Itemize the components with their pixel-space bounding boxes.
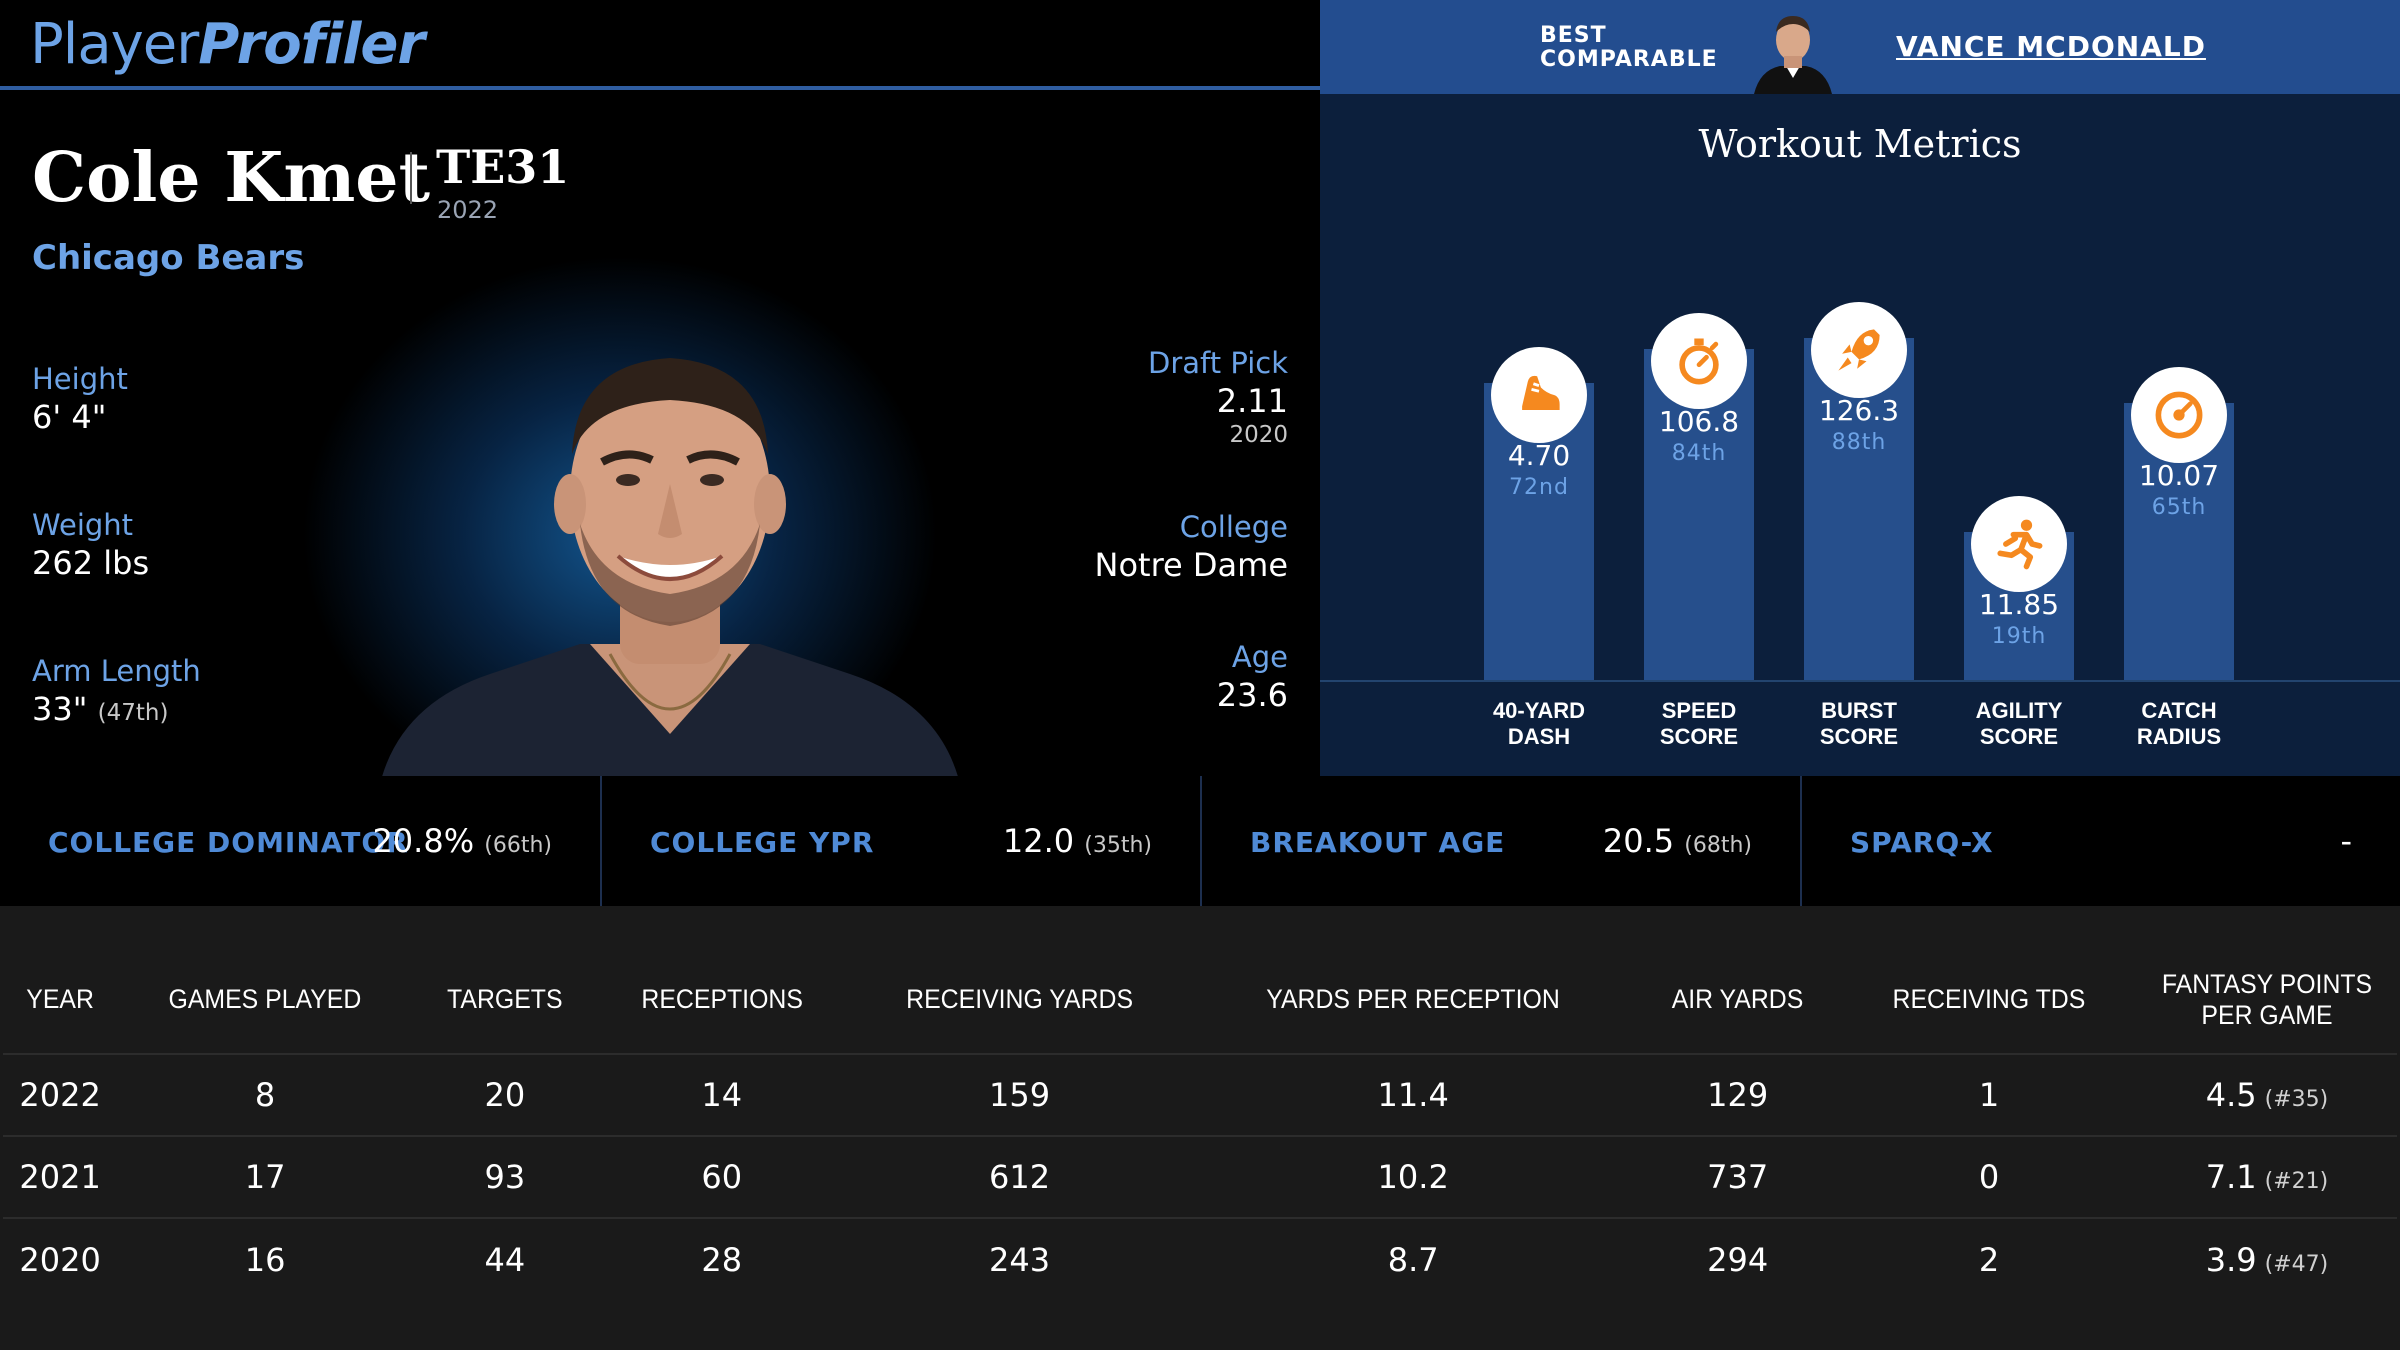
college-stat: College Notre Dame xyxy=(1094,510,1288,584)
college-metrics-strip: COLLEGE DOMINATOR 20.8% (66th) COLLEGE Y… xyxy=(0,776,2400,906)
player-portrait xyxy=(382,358,958,776)
col-receptions[interactable]: RECEPTIONS xyxy=(606,946,837,1055)
logo-bar: PlayerProfiler xyxy=(0,0,1320,90)
workout-bar-label-line1: BURST xyxy=(1821,698,1897,723)
name-divider xyxy=(410,152,412,204)
workout-bar-value: 126.3 xyxy=(1818,394,1900,427)
season-stats-section: YEAR GAMES PLAYED TARGETS RECEPTIONS REC… xyxy=(0,906,2400,1350)
logo-text-player: Player xyxy=(30,12,199,77)
col-targets[interactable]: TARGETS xyxy=(420,946,590,1055)
position-rank-year: 2022 xyxy=(437,196,499,224)
workout-bar-value: 10.07 xyxy=(2138,459,2220,492)
col-games-played[interactable]: GAMES PLAYED xyxy=(129,946,402,1055)
height-stat: Height 6' 4" xyxy=(32,362,128,436)
metric-sparq-x: SPARQ-X - xyxy=(1800,776,2400,906)
col-receiving-yards[interactable]: RECEIVING YARDS xyxy=(860,946,1179,1055)
table-row: 2021 17 93 60 612 10.2 737 0 7.1 (#21) xyxy=(3,1136,2397,1219)
draft-pick-stat: Draft Pick 2.11 2020 xyxy=(1148,346,1288,448)
logo-text-profiler: Profiler xyxy=(198,12,425,77)
target-icon xyxy=(2131,367,2227,463)
comparable-player-link[interactable]: VANCE MCDONALD xyxy=(1896,30,2206,63)
workout-bar-label: SPEED SCORE xyxy=(1619,698,1779,750)
age-stat: Age 23.6 xyxy=(1216,640,1288,714)
workout-bar-value: 11.85 xyxy=(1978,588,2060,621)
workout-bar-label-line2: SCORE xyxy=(1659,724,1739,749)
metric-breakout-age: BREAKOUT AGE 20.5 (68th) xyxy=(1200,776,1800,906)
workout-bar-label-line1: 40-YARD xyxy=(1492,698,1586,723)
col-yards-per-reception[interactable]: YARDS PER RECEPTION xyxy=(1209,946,1617,1055)
workout-bar-value: 106.8 xyxy=(1658,405,1740,438)
season-stats-table: YEAR GAMES PLAYED TARGETS RECEPTIONS REC… xyxy=(3,946,2397,1300)
col-receiving-tds[interactable]: RECEIVING TDS xyxy=(1853,946,2126,1055)
workout-bar-label: AGILITY SCORE xyxy=(1939,698,2099,750)
table-row: 2020 16 44 28 243 8.7 294 2 3.9 (#47) xyxy=(19,1240,2329,1279)
chart-baseline xyxy=(1320,680,2400,682)
workout-bar-percentile: 65th xyxy=(2151,495,2207,520)
table-header-row: YEAR GAMES PLAYED TARGETS RECEPTIONS REC… xyxy=(3,946,2397,1055)
metric-college-ypr: COLLEGE YPR 12.0 (35th) xyxy=(600,776,1200,906)
workout-bar-label-line1: AGILITY xyxy=(1975,698,2063,723)
workout-bar-percentile: 19th xyxy=(1991,624,2047,649)
workout-bar-label: CATCH RADIUS xyxy=(2099,698,2259,750)
runner-icon xyxy=(1971,496,2067,592)
workout-bar-label-line2: RADIUS xyxy=(2136,724,2222,749)
col-fantasy-points-per-game[interactable]: FANTASY POINTS PER GAME xyxy=(2147,946,2387,1055)
workout-bar-label: BURST SCORE xyxy=(1779,698,1939,750)
player-name: Cole Kmet xyxy=(32,138,430,218)
arm-length-stat: Arm Length 33" (47th) xyxy=(32,654,201,728)
col-air-yards[interactable]: AIR YARDS xyxy=(1642,946,1833,1055)
workout-metrics-title: Workout Metrics xyxy=(1698,122,2022,166)
workout-bar-percentile: 84th xyxy=(1671,441,1727,466)
workout-metrics-panel: Workout Metrics 4.70 72nd 40-YARD DASH 106.8… xyxy=(1320,94,2400,776)
workout-bar[interactable]: 126.3 88th xyxy=(1804,338,1914,680)
player-hero: Cole Kmet TE31 2022 Chicago Bears Height… xyxy=(0,94,1320,776)
best-comparable-bar: BEST COMPARABLE VANCE MCDONALD xyxy=(1320,0,2400,94)
metric-college-dominator: COLLEGE DOMINATOR 20.8% (66th) xyxy=(48,822,552,860)
workout-bar-label-line2: SCORE xyxy=(1979,724,2059,749)
table-row: 2022 8 20 14 159 11.4 129 1 4.5 (#35) xyxy=(3,1054,2397,1137)
workout-bar-label-line2: SCORE xyxy=(1819,724,1899,749)
site-logo[interactable]: PlayerProfiler xyxy=(30,12,425,77)
workout-bar-label-line2: DASH xyxy=(1507,724,1571,749)
workout-bar-label-line1: SPEED xyxy=(1661,698,1737,723)
player-position-rank: TE31 xyxy=(436,140,570,194)
weight-stat: Weight 262 lbs xyxy=(32,508,150,582)
col-year[interactable]: YEAR xyxy=(7,946,113,1055)
rocket-icon xyxy=(1811,302,1907,398)
best-comparable-label: BEST COMPARABLE xyxy=(1540,23,1718,72)
workout-bar-percentile: 72nd xyxy=(1509,475,1569,500)
workout-bar-value: 4.70 xyxy=(1507,439,1571,472)
stopwatch-icon xyxy=(1651,313,1747,409)
shoe-icon xyxy=(1491,347,1587,443)
workout-bar-label: 40-YARD DASH xyxy=(1459,698,1619,750)
workout-bar-percentile: 88th xyxy=(1831,430,1887,455)
comparable-avatar xyxy=(1750,6,1836,94)
workout-bar-label-line1: CATCH xyxy=(2141,698,2217,723)
player-team[interactable]: Chicago Bears xyxy=(32,238,305,278)
